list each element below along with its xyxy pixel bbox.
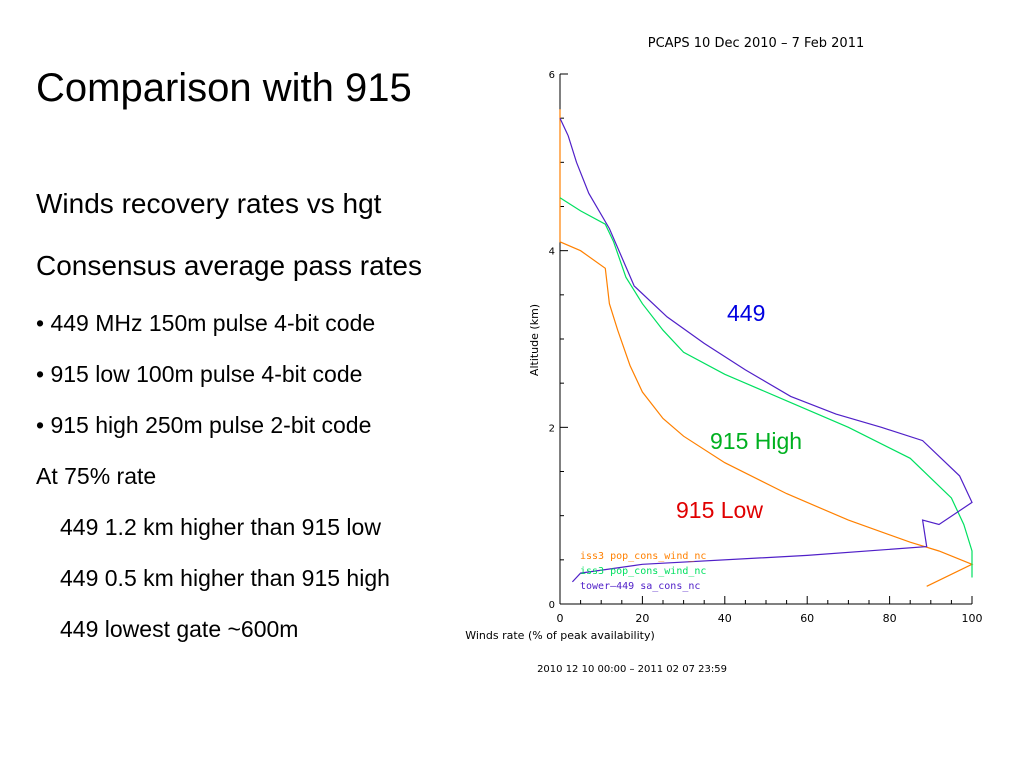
series-annotation: 915 Low (676, 497, 763, 523)
finding-915-high: 449 0.5 km higher than 915 high (60, 565, 390, 591)
bullet-915-low: • 915 low 100m pulse 4-bit code (36, 361, 363, 387)
x-tick-label: 40 (718, 612, 732, 625)
chart-series-lines (559, 109, 974, 587)
series-line-915-high (559, 197, 973, 578)
x-axis-label: Winds rate (% of peak availability) (465, 629, 655, 642)
slide-title: Comparison with 915 (36, 66, 412, 110)
series-line-449 (559, 117, 973, 583)
chart-annotations: 915 Low 915 High 449 (676, 300, 802, 523)
subtitle-consensus-rates: Consensus average pass rates (36, 250, 422, 281)
legend-entry: iss3 pop_cons_wind_nc (580, 551, 706, 562)
y-tick-label: 4 (549, 247, 555, 258)
series-line-915-low (559, 109, 974, 587)
chart-title: PCAPS 10 Dec 2010 – 7 Feb 2011 (648, 36, 864, 51)
finding-lowest-gate: 449 lowest gate ~600m (60, 616, 299, 642)
x-tick-label: 20 (635, 612, 649, 625)
chart-legend: iss3 pop_cons_wind_nc iss3 pop_cons_wind_… (580, 551, 706, 592)
subtitle-recovery-rates: Winds recovery rates vs hgt (36, 188, 382, 219)
series-annotation: 915 High (710, 428, 802, 454)
y-tick-label: 0 (549, 600, 555, 611)
series-annotation: 449 (727, 300, 765, 326)
x-tick-label: 0 (557, 612, 564, 625)
at-rate-label: At 75% rate (36, 463, 157, 489)
legend-entry: iss3 pop_cons_wind_nc (580, 566, 706, 577)
x-tick-label: 80 (883, 612, 897, 625)
legend-entry: tower–449 sa_cons_nc (580, 581, 700, 592)
x-tick-label: 60 (800, 612, 814, 625)
finding-915-low: 449 1.2 km higher than 915 low (60, 514, 381, 540)
y-axis-label: Altitude (km) (528, 304, 541, 376)
y-tick-label: 2 (549, 423, 555, 434)
chart-footer-date-range: 2010 12 10 00:00 – 2011 02 07 23:59 (537, 664, 727, 675)
y-tick-label: 6 (549, 70, 555, 81)
bullet-915-high: • 915 high 250m pulse 2-bit code (36, 412, 372, 438)
bullet-449mhz: • 449 MHz 150m pulse 4-bit code (36, 310, 376, 336)
x-tick-label: 100 (962, 612, 983, 625)
